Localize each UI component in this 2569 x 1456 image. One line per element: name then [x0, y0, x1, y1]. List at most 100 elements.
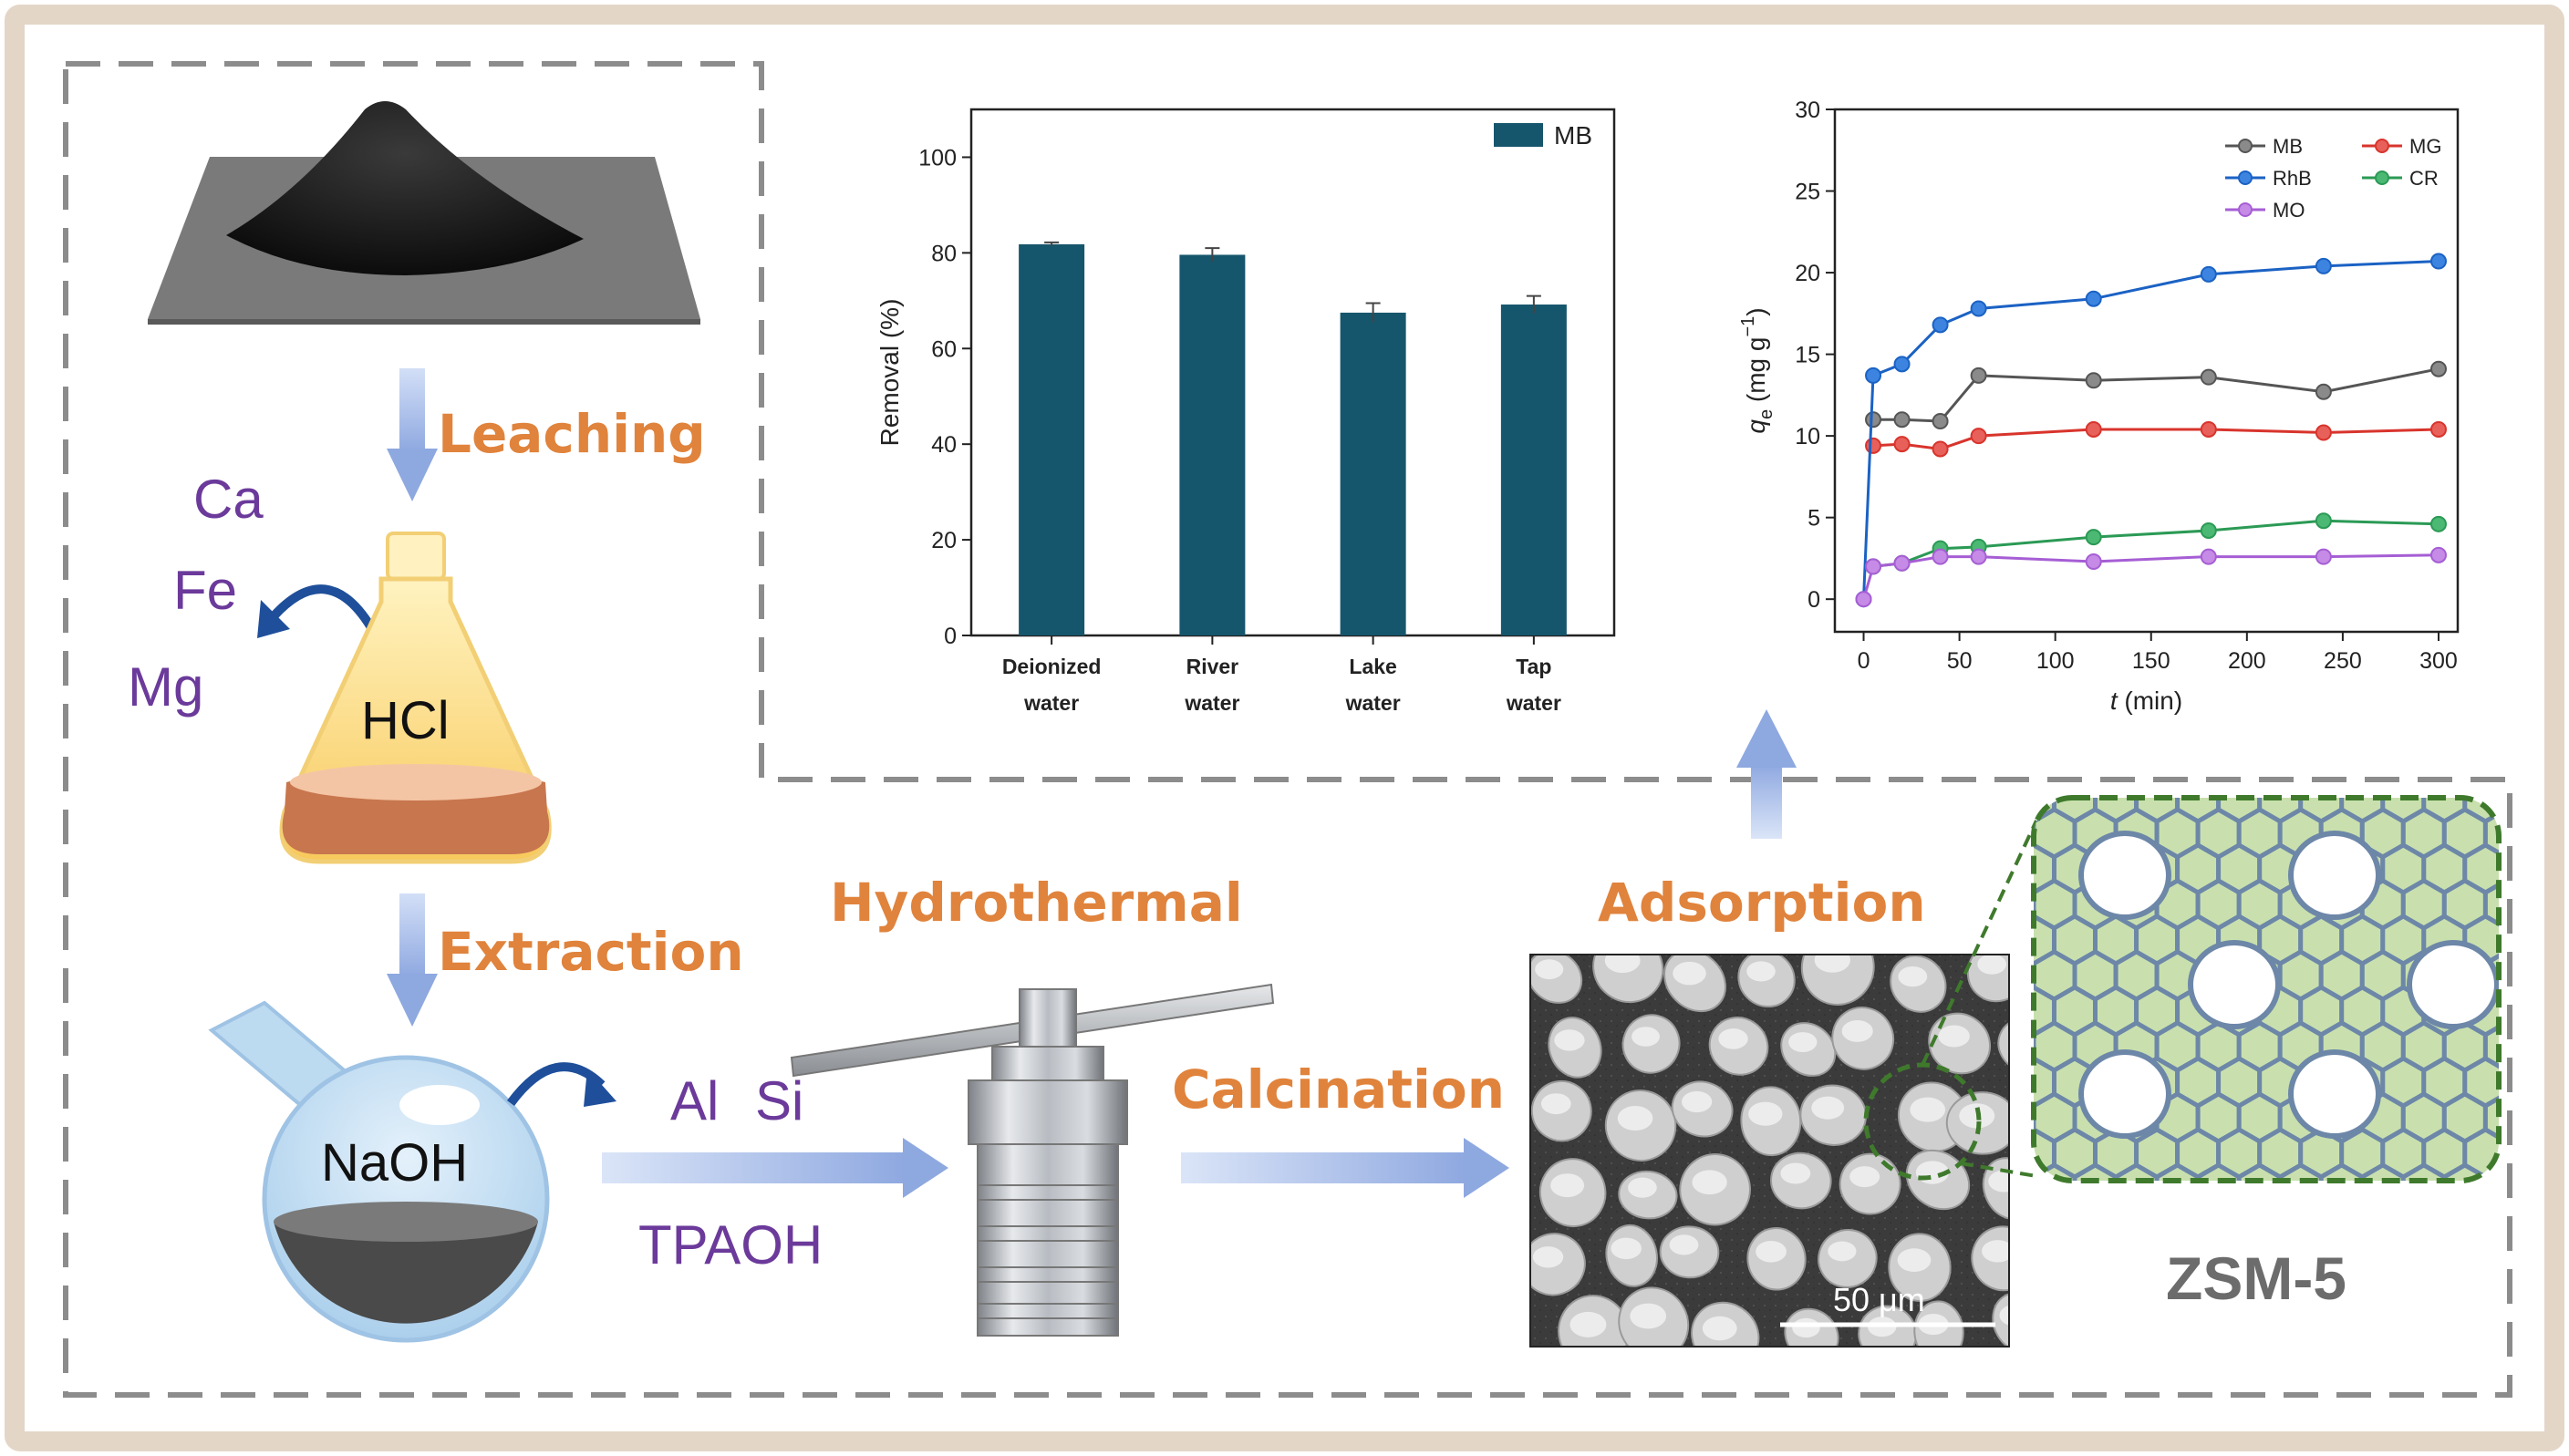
zsm-pore [2288, 1049, 2381, 1139]
series-point-mo [2200, 548, 2217, 565]
zsm5-frame [2031, 795, 2502, 1183]
line-y-tick-label: 30 [1795, 98, 1820, 123]
zsm-pore [2288, 831, 2381, 920]
sem-particle-highlight [1910, 1097, 1946, 1122]
bar-category-label: Deionized [1002, 655, 1102, 678]
zsm-cell [2400, 1162, 2447, 1181]
zsm-cell [2359, 1162, 2406, 1181]
series-point-mg [1970, 428, 1987, 445]
bar-y-tick-label: 20 [931, 528, 957, 553]
zsm5-label: ZSM-5 [2166, 1244, 2346, 1312]
line-x-tick-label: 0 [1858, 648, 1870, 674]
fly-ash-powder [148, 101, 700, 325]
line-legend-marker [2238, 170, 2253, 185]
sem-particle-highlight [1540, 1093, 1571, 1115]
series-point-mb [1865, 411, 1882, 429]
bar-category-label: River [1186, 655, 1239, 678]
bar-y-tick-label: 0 [944, 624, 957, 649]
arrow-down-leaching [387, 368, 438, 501]
series-point-mg [2200, 420, 2217, 438]
sem-image [1530, 955, 2009, 1347]
series-point-mb [2315, 383, 2332, 400]
series-point-mb [2085, 372, 2102, 389]
naoh-label: NaOH [321, 1133, 468, 1193]
line-x-tick-label: 300 [2419, 648, 2458, 674]
series-point-cr [2315, 512, 2332, 530]
curved-arrow-flask [270, 584, 377, 632]
zsm-cell [2195, 1162, 2242, 1181]
sem-particle-highlight [1535, 959, 1564, 980]
sem-particle-highlight [1554, 1029, 1585, 1051]
series-point-mo [1932, 548, 1949, 565]
sem-particle-highlight [1628, 1177, 1657, 1198]
sem-particle-highlight [1999, 1305, 2009, 1326]
series-point-rhb [2315, 257, 2332, 274]
bar-y-tick-label: 100 [918, 145, 957, 170]
sem-particle-highlight [1617, 1106, 1653, 1131]
zsm-cell [2318, 1162, 2365, 1181]
step-hydrothermal: Hydrothermal [830, 872, 1243, 934]
sem-particle-highlight [1792, 1317, 1820, 1338]
sem-particle-highlight [1692, 1170, 1727, 1195]
series-point-mg [1893, 436, 1911, 453]
series-point-mo [2429, 546, 2447, 563]
series-point-rhb [2200, 265, 2217, 283]
sem-particle-highlight [1746, 961, 1776, 982]
series-point-mb [2200, 368, 2217, 386]
bar-y-tick-label: 40 [931, 432, 957, 458]
line-x-tick-label: 100 [2036, 648, 2075, 674]
element-ca: Ca [193, 469, 264, 530]
element-al: Al [670, 1070, 719, 1131]
line-legend-marker [2375, 139, 2389, 153]
scale-bar-label: 50 μm [1833, 1281, 1925, 1318]
line-legend-label: MG [2409, 135, 2441, 158]
sem-particle-highlight [1669, 1234, 1699, 1255]
series-point-mg [2429, 420, 2447, 438]
line-x-tick-label: 50 [1947, 648, 1973, 674]
series-point-rhb [2429, 253, 2447, 270]
bar-y-tick-label: 60 [931, 336, 957, 362]
zsm-pore [2078, 1049, 2171, 1139]
series-point-cr [2200, 521, 2217, 539]
template-tpaoh: TPAOH [638, 1214, 823, 1275]
line-legend-label: MB [2273, 135, 2303, 158]
hcl-flask [279, 532, 552, 864]
series-point-rhb [1970, 300, 1987, 317]
curved-arrow-naoh-head [584, 1069, 616, 1107]
bar-chart: 0 20 40 60 80 100 Deionized water River water Lake… [875, 108, 1616, 715]
series-point-mg [2085, 420, 2102, 438]
series-point-mo [1970, 548, 1987, 565]
sem-particle-highlight [1718, 1028, 1748, 1049]
sem-particle-highlight [1569, 1311, 1607, 1337]
sem-particle-highlight [1673, 961, 1706, 986]
sem-particle-highlight [1630, 1303, 1667, 1329]
sem-particle-highlight [1897, 1248, 1932, 1273]
line-y-tick-label: 5 [1808, 506, 1820, 532]
series-point-mb [1970, 367, 1987, 384]
sem-particle-highlight [1550, 1173, 1585, 1198]
line-legend-label: MO [2273, 199, 2305, 222]
series-point-cr [2085, 529, 2102, 546]
line-legend-label: RhB [2273, 167, 2312, 190]
series-point-rhb [1893, 356, 1911, 373]
zsm-pore [2078, 831, 2171, 920]
sem-particle-highlight [1841, 1020, 1873, 1042]
sem-frame [1529, 954, 2010, 1348]
line-y-tick-label: 20 [1795, 261, 1820, 286]
element-mg: Mg [128, 656, 203, 718]
step-adsorption: Adsorption [1598, 872, 1926, 934]
series-point-mo [1893, 554, 1911, 572]
zsm-cell [2236, 1162, 2283, 1181]
bar [1500, 305, 1567, 635]
line-legend-label: CR [2409, 167, 2439, 190]
series-point-mo [1855, 591, 1872, 608]
zsm-cell [2154, 1162, 2201, 1181]
zsm-cell [2072, 1162, 2118, 1181]
bar-category-label: Lake [1349, 655, 1396, 678]
naoh-flask [208, 1000, 550, 1343]
element-si: Si [755, 1070, 803, 1131]
sem-particle-highlight [1682, 1090, 1713, 1113]
zsm-pore [2407, 940, 2499, 1029]
line-legend-marker [2375, 170, 2389, 185]
